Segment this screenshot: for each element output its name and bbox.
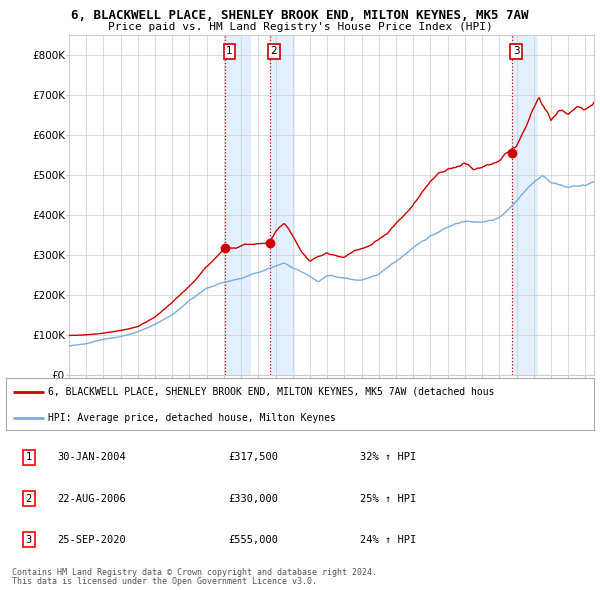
Text: 1: 1 — [26, 453, 32, 462]
Text: This data is licensed under the Open Government Licence v3.0.: This data is licensed under the Open Gov… — [12, 577, 317, 586]
Text: HPI: Average price, detached house, Milton Keynes: HPI: Average price, detached house, Milt… — [49, 413, 336, 423]
Text: 3: 3 — [513, 47, 520, 57]
Text: 6, BLACKWELL PLACE, SHENLEY BROOK END, MILTON KEYNES, MK5 7AW: 6, BLACKWELL PLACE, SHENLEY BROOK END, M… — [71, 9, 529, 22]
Text: 24% ↑ HPI: 24% ↑ HPI — [360, 535, 416, 545]
Text: 2: 2 — [26, 494, 32, 503]
Bar — [512, 35, 538, 375]
Bar — [225, 35, 251, 375]
Text: Contains HM Land Registry data © Crown copyright and database right 2024.: Contains HM Land Registry data © Crown c… — [12, 568, 377, 576]
Text: £555,000: £555,000 — [228, 535, 278, 545]
Bar — [269, 35, 295, 375]
Text: 25% ↑ HPI: 25% ↑ HPI — [360, 494, 416, 503]
Text: Price paid vs. HM Land Registry's House Price Index (HPI): Price paid vs. HM Land Registry's House … — [107, 22, 493, 32]
Text: 3: 3 — [26, 535, 32, 545]
Text: 22-AUG-2006: 22-AUG-2006 — [57, 494, 126, 503]
Text: 32% ↑ HPI: 32% ↑ HPI — [360, 453, 416, 462]
Text: 1: 1 — [226, 47, 233, 57]
Text: 30-JAN-2004: 30-JAN-2004 — [57, 453, 126, 462]
Text: £330,000: £330,000 — [228, 494, 278, 503]
Text: 25-SEP-2020: 25-SEP-2020 — [57, 535, 126, 545]
Text: 6, BLACKWELL PLACE, SHENLEY BROOK END, MILTON KEYNES, MK5 7AW (detached hous: 6, BLACKWELL PLACE, SHENLEY BROOK END, M… — [49, 386, 495, 396]
Text: £317,500: £317,500 — [228, 453, 278, 462]
Text: 2: 2 — [271, 47, 277, 57]
